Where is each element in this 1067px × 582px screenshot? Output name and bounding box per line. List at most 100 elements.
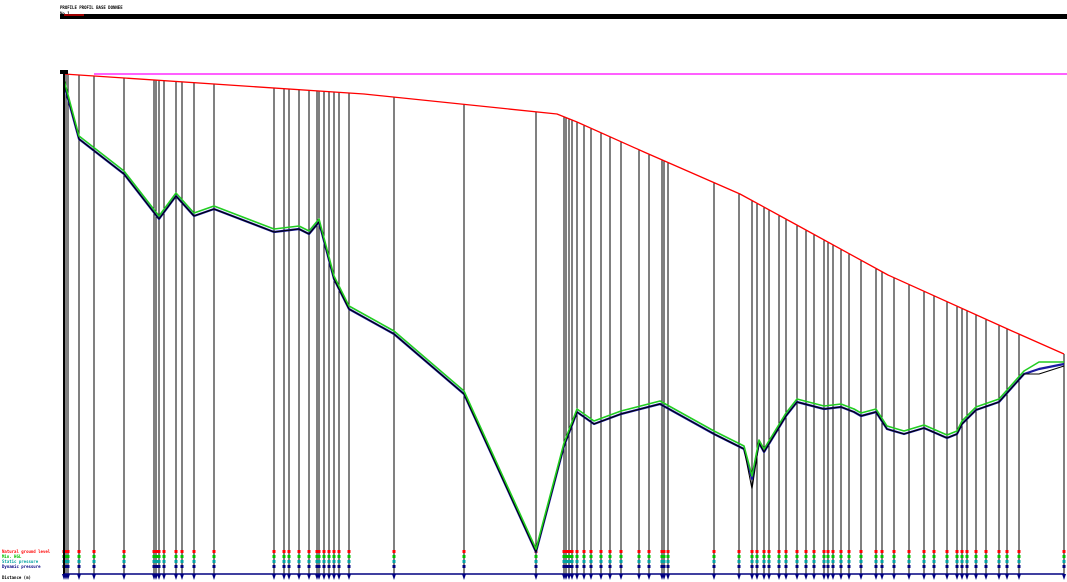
node-marker — [582, 574, 586, 580]
node-tick — [77, 555, 81, 558]
node-tick — [647, 565, 651, 568]
node-tick — [997, 550, 1001, 553]
node-tick — [92, 565, 96, 568]
node-tick — [562, 555, 566, 558]
node-tick — [297, 555, 301, 558]
node-tick — [174, 555, 178, 558]
node-tick — [392, 555, 396, 558]
node-tick — [180, 560, 184, 563]
node-tick — [997, 560, 1001, 563]
node-tick — [64, 550, 68, 553]
node-tick — [826, 550, 830, 553]
node-marker — [162, 574, 166, 580]
node-tick — [162, 550, 166, 553]
node-tick — [755, 550, 759, 553]
node-tick — [822, 555, 826, 558]
node-tick — [212, 550, 216, 553]
node-tick — [575, 560, 579, 563]
node-tick — [955, 555, 959, 558]
node-tick — [152, 550, 156, 553]
node-tick — [564, 560, 568, 563]
node-marker — [762, 574, 766, 580]
node-tick — [307, 565, 311, 568]
node-marker — [997, 574, 1001, 580]
node-tick — [666, 550, 670, 553]
node-marker — [812, 574, 816, 580]
node-tick — [315, 550, 319, 553]
node-tick — [337, 550, 341, 553]
node-tick — [462, 550, 466, 553]
node-tick — [892, 555, 896, 558]
node-tick — [755, 560, 759, 563]
node-tick — [1062, 550, 1066, 553]
node-ticks — [62, 550, 1066, 580]
node-tick — [619, 550, 623, 553]
node-tick — [392, 560, 396, 563]
node-tick — [804, 565, 808, 568]
node-marker — [737, 574, 741, 580]
node-tick — [152, 560, 156, 563]
node-tick — [984, 550, 988, 553]
node-tick — [637, 565, 641, 568]
node-tick — [287, 565, 291, 568]
node-marker — [575, 574, 579, 580]
node-tick — [180, 565, 184, 568]
node-tick — [831, 555, 835, 558]
node-tick — [795, 560, 799, 563]
node-tick — [666, 560, 670, 563]
node-tick — [777, 560, 781, 563]
node-tick — [619, 565, 623, 568]
node-tick — [750, 565, 754, 568]
node-tick — [647, 560, 651, 563]
node-tick — [534, 560, 538, 563]
node-tick — [589, 560, 593, 563]
node-tick — [839, 555, 843, 558]
node-tick — [575, 555, 579, 558]
node-tick — [804, 560, 808, 563]
node-tick — [122, 560, 126, 563]
node-marker — [212, 574, 216, 580]
node-tick — [839, 565, 843, 568]
node-tick — [784, 550, 788, 553]
node-tick — [839, 550, 843, 553]
node-tick — [154, 555, 158, 558]
node-tick — [826, 555, 830, 558]
node-marker — [347, 574, 351, 580]
node-tick — [180, 550, 184, 553]
node-tick — [880, 565, 884, 568]
node-marker — [880, 574, 884, 580]
node-tick — [984, 560, 988, 563]
node-tick — [152, 565, 156, 568]
node-marker — [795, 574, 799, 580]
node-tick — [287, 550, 291, 553]
node-tick — [822, 550, 826, 553]
node-tick — [960, 550, 964, 553]
node-marker — [847, 574, 851, 580]
node-marker — [804, 574, 808, 580]
node-tick — [608, 565, 612, 568]
node-tick — [907, 565, 911, 568]
node-tick — [767, 565, 771, 568]
node-marker — [282, 574, 286, 580]
node-tick — [637, 550, 641, 553]
node-tick — [619, 555, 623, 558]
node-marker — [965, 574, 969, 580]
node-marker — [180, 574, 184, 580]
node-tick — [92, 550, 96, 553]
node-tick — [347, 565, 351, 568]
node-tick — [795, 550, 799, 553]
node-tick — [392, 550, 396, 553]
node-tick — [174, 560, 178, 563]
node-tick — [874, 550, 878, 553]
node-marker — [784, 574, 788, 580]
node-tick — [1062, 555, 1066, 558]
node-tick — [157, 560, 161, 563]
node-tick — [589, 550, 593, 553]
node-tick — [932, 555, 936, 558]
node-tick — [762, 555, 766, 558]
node-tick — [297, 565, 301, 568]
node-tick — [66, 550, 70, 553]
node-marker — [647, 574, 651, 580]
node-tick — [564, 550, 568, 553]
node-tick — [307, 550, 311, 553]
